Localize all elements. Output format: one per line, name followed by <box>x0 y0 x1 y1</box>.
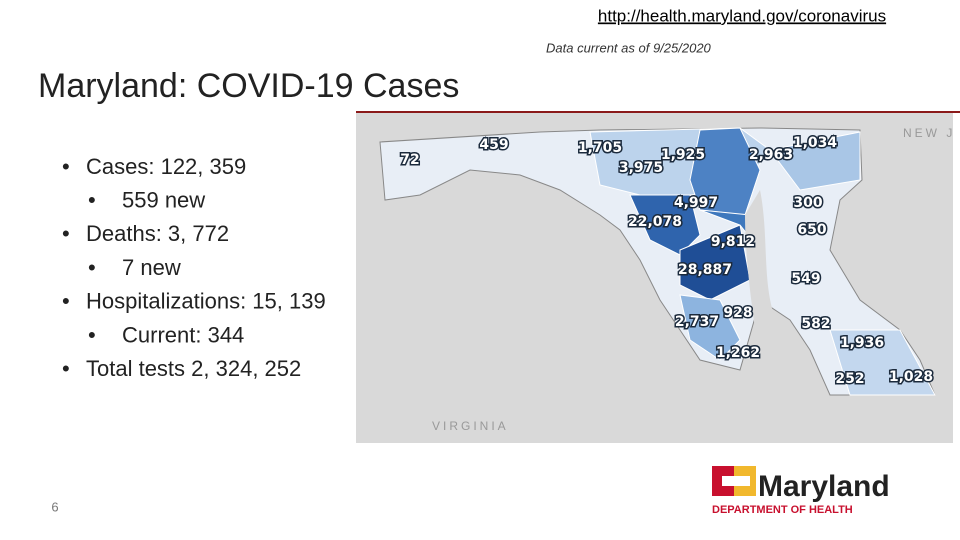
state-outline <box>379 127 936 396</box>
county-count: 9,812 <box>711 234 755 250</box>
logo-subtitle: DEPARTMENT OF HEALTH <box>712 504 853 516</box>
slide-title: Maryland: COVID-19 Cases <box>38 67 459 105</box>
county-count: 928 <box>723 305 752 321</box>
bullet-text: Total tests 2, 324, 252 <box>86 356 301 381</box>
bullet-dot: • <box>62 221 70 246</box>
bullet-dot: • <box>88 255 96 280</box>
bullet-dot: • <box>62 289 70 314</box>
county-shade <box>679 224 751 301</box>
bullet-dot: • <box>62 356 70 381</box>
county-count: 459 <box>479 137 508 153</box>
county-count: 650 <box>797 222 826 238</box>
county-count: 22,078 <box>628 214 682 230</box>
data-note: Data current as of 9/25/2020 <box>546 40 712 55</box>
county-shade <box>769 131 861 191</box>
bullet-dot: • <box>62 154 70 179</box>
bay <box>745 190 790 360</box>
region-label: VIRGINIA <box>432 419 509 433</box>
county-count: 549 <box>791 271 820 287</box>
bullet-dot: • <box>88 188 96 213</box>
county-count: 2,963 <box>749 147 793 163</box>
sub-bullet-text: 7 new <box>122 255 181 280</box>
logo-name: Maryland <box>758 470 890 503</box>
county-count: 3,975 <box>619 160 663 176</box>
county-count: 582 <box>801 316 830 332</box>
sub-bullet-text: Current: 344 <box>122 322 244 347</box>
county-count: 28,887 <box>678 262 732 278</box>
map <box>356 113 953 443</box>
bullet-text: Hospitalizations: 15, 139 <box>86 289 326 314</box>
sub-bullet-text: 559 new <box>122 188 205 213</box>
logo: Maryland DEPARTMENT OF HEALTH <box>712 466 890 516</box>
source-link[interactable]: http://health.maryland.gov/coronavirus <box>598 6 886 25</box>
county-count: 1,705 <box>578 140 622 156</box>
county-count: 300 <box>793 195 822 211</box>
county-count: 252 <box>835 371 864 387</box>
page-number: 6 <box>51 499 58 514</box>
county-count: 1,936 <box>840 335 884 351</box>
county-count: 4,997 <box>674 195 718 211</box>
county-count: 1,034 <box>793 135 838 151</box>
county-count: 1,925 <box>661 147 705 163</box>
region-label: NEW J <box>903 126 955 140</box>
bullet-text: Cases: 122, 359 <box>86 154 246 179</box>
bullet-dot: • <box>88 322 96 347</box>
county-shade <box>679 294 741 361</box>
bullet-text: Deaths: 3, 772 <box>86 221 229 246</box>
logo-cross <box>722 476 750 486</box>
county-count: 2,737 <box>675 314 719 330</box>
county-shade <box>829 329 936 396</box>
county-count: 72 <box>400 152 419 168</box>
county-count: 1,262 <box>716 345 760 361</box>
county-shade <box>629 194 701 256</box>
county-count: 1,028 <box>889 369 933 385</box>
